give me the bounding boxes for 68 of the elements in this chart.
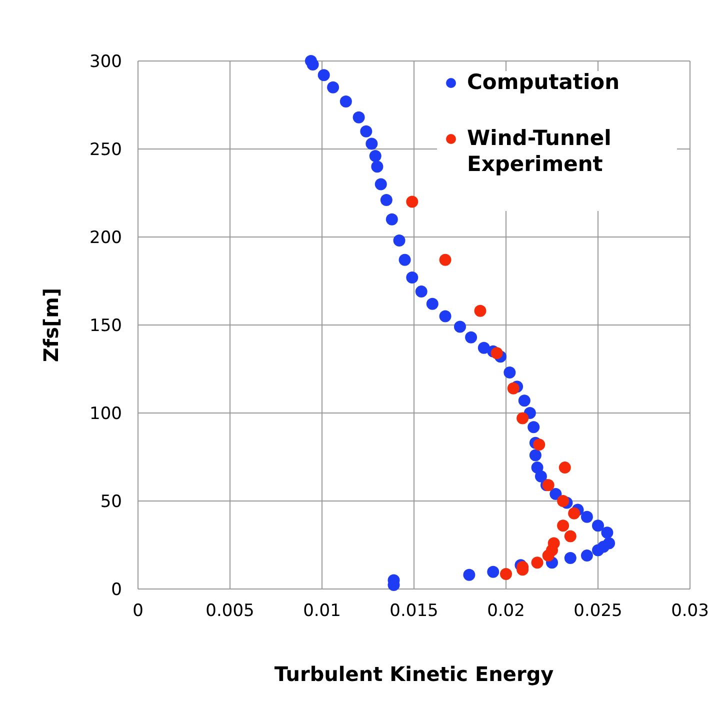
point: [500, 568, 512, 580]
point: [564, 552, 576, 564]
point: [550, 488, 562, 500]
point: [439, 254, 452, 266]
point: [454, 320, 466, 333]
x-tick-label: 0.015: [390, 601, 438, 621]
point: [415, 286, 428, 298]
point: [393, 234, 406, 247]
point: [504, 366, 516, 379]
point: [371, 160, 384, 173]
y-tick-label: 150: [90, 316, 122, 336]
point: [564, 530, 576, 542]
y-tick-label: 250: [90, 140, 122, 160]
point: [487, 566, 500, 578]
x-tick-label: 0.03: [671, 601, 709, 621]
point: [592, 544, 604, 556]
y-axis-title: Zfs[m]: [39, 288, 63, 362]
x-tick-label: 0.025: [574, 601, 622, 621]
point: [465, 331, 478, 344]
point: [474, 304, 486, 317]
point: [386, 213, 398, 226]
point: [568, 507, 580, 520]
point: [406, 196, 418, 208]
point: [406, 271, 418, 284]
point: [369, 150, 382, 162]
point: [557, 495, 570, 507]
point: [327, 81, 340, 94]
point: [490, 347, 503, 360]
x-axis-title: Turbulent Kinetic Energy: [274, 662, 554, 686]
point: [528, 421, 540, 434]
point: [601, 526, 614, 539]
y-tick-label: 0: [111, 580, 122, 600]
point: [542, 550, 554, 562]
point: [580, 510, 593, 523]
point: [518, 394, 530, 407]
point: [557, 520, 570, 532]
y-tick-label: 200: [90, 228, 122, 248]
point: [352, 111, 365, 124]
point: [478, 342, 490, 354]
legend-label: Computation: [467, 70, 620, 94]
y-tick-label: 300: [90, 52, 122, 72]
point: [529, 449, 542, 462]
point: [360, 125, 372, 138]
point: [398, 254, 411, 266]
point: [306, 58, 319, 71]
point: [318, 69, 330, 82]
point: [534, 470, 547, 482]
x-tick-label: 0.02: [487, 601, 525, 621]
point: [463, 568, 476, 581]
point: [516, 412, 529, 424]
y-tick-label: 100: [90, 404, 122, 424]
point: [533, 438, 546, 451]
point: [592, 520, 604, 532]
point: [374, 178, 387, 190]
point: [340, 95, 352, 108]
point: [380, 194, 392, 206]
x-tick-label: 0.01: [303, 601, 341, 621]
x-tick-label: 0.005: [206, 601, 254, 621]
legend-label: Wind-Tunnel Experiment: [467, 126, 612, 176]
point: [426, 298, 438, 310]
point: [558, 462, 571, 474]
point: [507, 382, 520, 394]
point: [531, 556, 544, 569]
point: [439, 310, 452, 322]
point: [366, 138, 378, 150]
point: [580, 550, 593, 562]
y-tick-label: 50: [100, 492, 122, 512]
x-tick-label: 0: [132, 601, 144, 621]
